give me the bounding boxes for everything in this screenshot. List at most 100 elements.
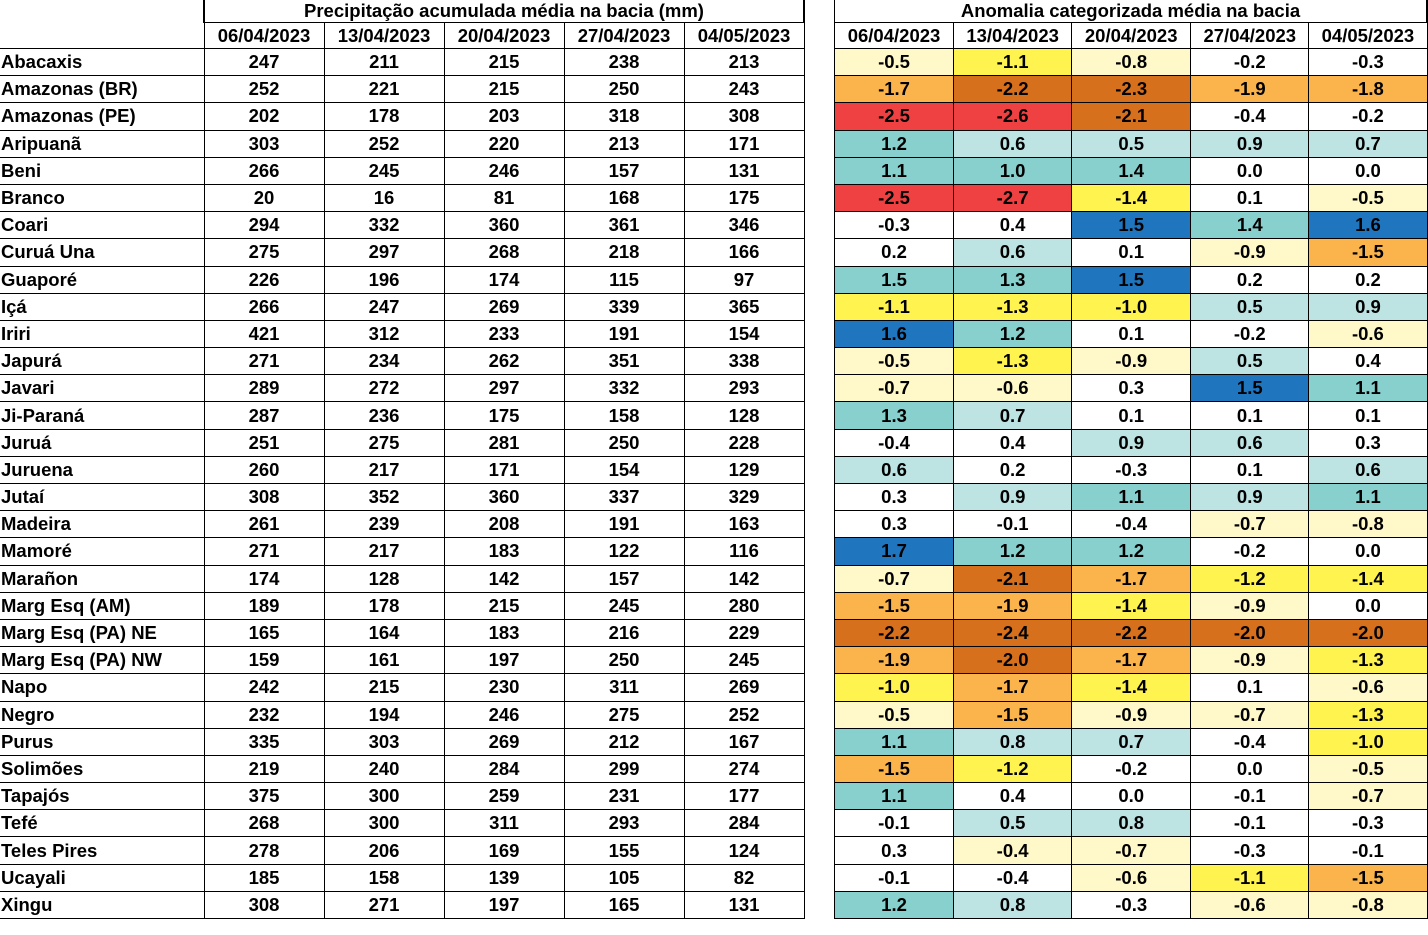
- precipitation-value: 303: [203, 129, 325, 158]
- table-row: -1.0 -1.7 -1.4 0.1 -0.6: [833, 673, 1428, 702]
- precipitation-value: 266: [203, 292, 325, 321]
- anomaly-value: -0.4: [833, 428, 955, 457]
- precipitation-value: 252: [323, 129, 445, 158]
- precipitation-value: 128: [683, 401, 805, 430]
- date-header: 20/04/2023: [1071, 22, 1192, 49]
- anomaly-value: 0.3: [833, 482, 955, 512]
- table-row: 0.3 -0.1 -0.4 -0.7 -0.8: [833, 510, 1428, 539]
- table-row: 0.3 -0.4 -0.7 -0.3 -0.1: [833, 836, 1428, 865]
- anomaly-value: -1.4: [1308, 564, 1428, 593]
- precipitation-value: 294: [203, 211, 325, 240]
- basin-name: Juruá: [0, 428, 205, 457]
- anomaly-value: 0.1: [1071, 238, 1192, 267]
- table-row: Ucayali 185 158 139 105 82: [0, 863, 805, 892]
- precipitation-value: 157: [563, 156, 685, 185]
- precipitation-value: 178: [323, 102, 445, 131]
- anomaly-value: -1.1: [953, 47, 1073, 77]
- table-row: -0.5 -1.1 -0.8 -0.2 -0.3: [833, 47, 1428, 77]
- basin-name: Mamoré: [0, 537, 205, 566]
- anomaly-value: -2.4: [953, 618, 1073, 648]
- precipitation-value: 251: [203, 428, 325, 457]
- anomaly-value: -0.9: [1190, 591, 1310, 620]
- anomaly-value: 0.5: [953, 809, 1073, 838]
- anomaly-value: -0.4: [1190, 727, 1310, 756]
- precipitation-value: 375: [203, 782, 325, 811]
- precipitation-value: 335: [203, 727, 325, 756]
- precipitation-value: 299: [563, 754, 685, 784]
- precipitation-value: 226: [203, 265, 325, 294]
- precipitation-value: 167: [683, 727, 805, 756]
- date-header: 06/04/2023: [203, 22, 325, 49]
- anomaly-value: -1.2: [953, 754, 1073, 784]
- table-row: -1.5 -1.9 -1.4 -0.9 0.0: [833, 591, 1428, 620]
- precipitation-value: 131: [683, 156, 805, 185]
- table-row: Purus 335 303 269 212 167: [0, 727, 805, 756]
- anomaly-value: 0.9: [1071, 428, 1192, 457]
- anomaly-value: 0.7: [953, 401, 1073, 430]
- anomaly-value: 0.9: [1190, 482, 1310, 512]
- precipitation-value: 196: [323, 265, 445, 294]
- precipitation-value: 261: [203, 510, 325, 539]
- table-row: 1.3 0.7 0.1 0.1 0.1: [833, 401, 1428, 430]
- precipitation-value: 332: [563, 374, 685, 403]
- precipitation-value: 178: [323, 591, 445, 620]
- anomaly-value: -0.5: [833, 347, 955, 376]
- anomaly-value: 1.1: [1071, 482, 1192, 512]
- precipitation-value: 311: [563, 673, 685, 702]
- anomaly-value: -1.9: [833, 646, 955, 675]
- anomaly-value: -1.1: [833, 292, 955, 321]
- table-row: -2.2 -2.4 -2.2 -2.0 -2.0: [833, 618, 1428, 648]
- anomaly-value: -2.0: [1190, 618, 1310, 648]
- precipitation-value: 230: [443, 673, 565, 702]
- basin-name: Purus: [0, 727, 205, 756]
- anomaly-value: -1.0: [833, 673, 955, 702]
- anomaly-value: 1.2: [833, 890, 955, 920]
- basin-name: Negro: [0, 700, 205, 729]
- precipitation-value: 16: [323, 183, 445, 213]
- anomaly-value: 1.3: [953, 265, 1073, 294]
- precipitation-value: 243: [683, 75, 805, 104]
- precipitation-value: 215: [443, 75, 565, 104]
- table-row: Tapajós 375 300 259 231 177: [0, 782, 805, 811]
- basin-name: Abacaxis: [0, 47, 205, 77]
- precipitation-value: 278: [203, 836, 325, 865]
- basin-name: Japurá: [0, 347, 205, 376]
- precipitation-value: 266: [203, 156, 325, 185]
- precipitation-value: 159: [203, 646, 325, 675]
- precipitation-value: 247: [203, 47, 325, 77]
- basin-name: Madeira: [0, 510, 205, 539]
- table-row: Tefé 268 300 311 293 284: [0, 809, 805, 838]
- precipitation-value: 332: [323, 211, 445, 240]
- basin-name: Xingu: [0, 890, 205, 920]
- precipitation-value: 82: [683, 863, 805, 892]
- anomaly-value: 0.6: [1190, 428, 1310, 457]
- table-row: Içá 266 247 269 339 365: [0, 292, 805, 321]
- basin-name: Juruena: [0, 455, 205, 485]
- table-row: 0.2 0.6 0.1 -0.9 -1.5: [833, 238, 1428, 267]
- date-header: 06/04/2023: [833, 22, 955, 49]
- precipitation-value: 312: [323, 319, 445, 349]
- anomaly-value: -1.5: [833, 591, 955, 620]
- anomaly-value: -0.1: [953, 510, 1073, 539]
- precipitation-value: 202: [203, 102, 325, 131]
- anomaly-value: -2.0: [1308, 618, 1428, 648]
- precipitation-value: 157: [563, 564, 685, 593]
- table-row: Marg Esq (PA) NW 159 161 197 250 245: [0, 646, 805, 675]
- precipitation-value: 161: [323, 646, 445, 675]
- precipitation-value: 212: [563, 727, 685, 756]
- anomaly-value: 0.0: [1308, 537, 1428, 566]
- anomaly-value: -2.0: [953, 646, 1073, 675]
- anomaly-value: 0.7: [1308, 129, 1428, 158]
- basin-name: Marg Esq (PA) NW: [0, 646, 205, 675]
- precipitation-value: 81: [443, 183, 565, 213]
- precipitation-value: 337: [563, 482, 685, 512]
- anomaly-value: -1.9: [1190, 75, 1310, 104]
- anomaly-value: 1.5: [1190, 374, 1310, 403]
- precipitation-value: 185: [203, 863, 325, 892]
- table-row: -1.9 -2.0 -1.7 -0.9 -1.3: [833, 646, 1428, 675]
- basin-name: Amazonas (BR): [0, 75, 205, 104]
- anomaly-value: 0.2: [1308, 265, 1428, 294]
- anomaly-value: 0.3: [833, 510, 955, 539]
- anomaly-value: -2.2: [1071, 618, 1192, 648]
- anomaly-value: 0.0: [1308, 591, 1428, 620]
